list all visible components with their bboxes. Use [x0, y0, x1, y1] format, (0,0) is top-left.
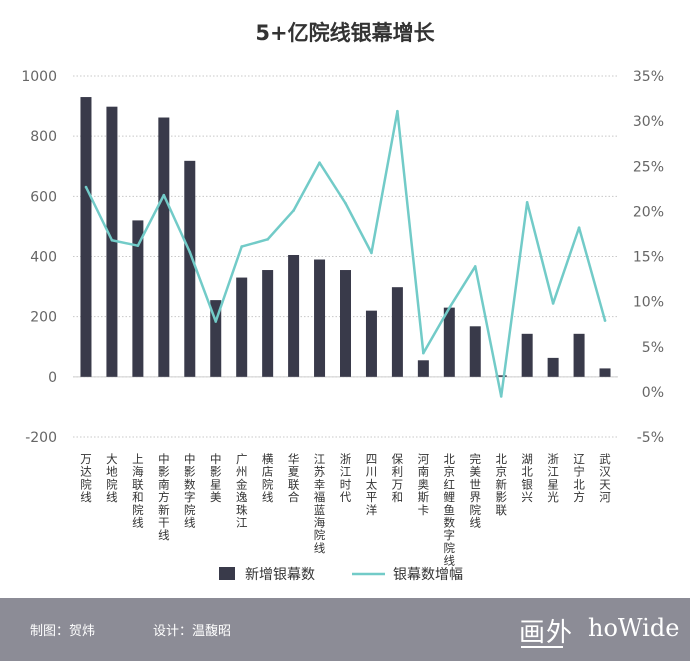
x-axis-categories: 万达院线 大地院线 上海联和院线 中影南方新干线 中影数字院线 中影星美 广州金逸珠江 横店院… [80, 452, 611, 568]
y-right-tick-label: 35% [633, 69, 664, 85]
category-label: 中影南方新干线 [158, 452, 170, 542]
bar-浙江时代 [340, 270, 351, 377]
line-point-上海联和院线 [136, 244, 140, 247]
bar-完美世界院线 [469, 326, 481, 377]
bar-保利万和 [391, 287, 403, 377]
category-label: 中影星美 [210, 452, 222, 504]
bar-上海联和院线 [132, 220, 144, 377]
category-label: 中影数字院线 [184, 452, 196, 530]
line-point-四川太平洋 [370, 251, 373, 255]
line-point-浙江时代 [344, 201, 347, 205]
y-left-tick-label: -200 [25, 430, 57, 446]
bar-浙江星光 [547, 357, 559, 377]
category-label: 辽宁北方 [573, 452, 585, 504]
category-label: 上海联和院线 [132, 452, 144, 530]
y-axis-right: -5% 0% 5% 10% 15% 20% 25% 30% 35% [633, 69, 664, 446]
category-label: 江苏幸福蓝海院线 [314, 452, 326, 555]
line-point-中影南方新干线 [162, 193, 166, 197]
line-point-北京新影联 [499, 395, 503, 398]
y-right-tick-label: 15% [633, 250, 664, 266]
legend-bar-swatch [219, 567, 235, 580]
line-point-完美世界院线 [473, 265, 477, 268]
line-point-湖北银兴 [525, 201, 529, 204]
logo-underline [521, 646, 563, 648]
line-point-河南奥斯卡 [422, 351, 425, 355]
bar-万达院线 [80, 97, 92, 377]
bar-河南奥斯卡 [417, 360, 429, 377]
line-point-武汉天河 [603, 319, 607, 322]
line-point-江苏幸福蓝海院线 [318, 161, 321, 164]
grid-lines [73, 75, 618, 438]
line-point-横店院线 [266, 238, 269, 241]
bar-江苏幸福蓝海院线 [314, 259, 326, 377]
line-point-万达院线 [84, 185, 88, 189]
bar-中影数字院线 [184, 160, 196, 377]
legend-bar-label: 新增银幕数 [245, 567, 315, 583]
legend: 新增银幕数 银幕数增幅 [219, 567, 463, 583]
category-label: 完美世界院线 [470, 452, 482, 530]
category-label: 北京红鲤鱼数字院线 [444, 452, 456, 568]
category-label: 浙江时代 [340, 452, 352, 504]
category-label: 保利万和 [392, 452, 404, 504]
y-right-tick-label: 20% [633, 204, 664, 220]
bar-辽宁北方 [573, 333, 585, 377]
y-left-tick-label: 400 [30, 250, 57, 266]
line-point-保利万和 [396, 109, 399, 113]
bar-华夏联合 [288, 254, 300, 377]
bar-四川太平洋 [365, 310, 377, 377]
line-point-大地院线 [110, 238, 114, 242]
category-label: 河南奥斯卡 [418, 452, 430, 517]
footer: 制图：贺炜 设计：温馥昭 画外 hoWide [0, 598, 690, 661]
category-label: 大地院线 [106, 452, 118, 504]
y-left-tick-label: 1000 [21, 69, 57, 85]
line-point-北京红鲤鱼数字院线 [448, 306, 451, 310]
y-right-tick-label: 0% [642, 385, 664, 401]
y-right-tick-label: 25% [633, 159, 664, 175]
bar-series [80, 97, 611, 377]
y-left-tick-label: 800 [30, 129, 57, 145]
line-point-广州金逸珠江 [240, 245, 243, 248]
y-axis-left: -200 0 200 400 600 800 1000 [21, 69, 57, 446]
logo-chinese: 画外 [519, 618, 574, 648]
bar-大地院线 [106, 106, 118, 377]
y-right-tick-label: 5% [642, 340, 664, 356]
y-left-tick-label: 600 [30, 189, 57, 205]
y-right-tick-label: -5% [637, 430, 664, 446]
line-point-中影星美 [214, 320, 218, 323]
bar-武汉天河 [599, 368, 611, 377]
category-label: 北京新影联 [495, 452, 507, 517]
category-label: 武汉天河 [599, 452, 611, 504]
category-label: 华夏联合 [288, 452, 300, 504]
y-left-tick-label: 0 [48, 370, 57, 386]
line-point-浙江星光 [551, 302, 555, 305]
line-point-辽宁北方 [577, 226, 581, 229]
y-right-tick-label: 10% [633, 295, 664, 311]
bar-中影星美 [210, 300, 222, 377]
category-label: 湖北银兴 [521, 452, 533, 504]
bar-横店院线 [262, 270, 274, 377]
category-label: 万达院线 [80, 452, 92, 504]
chart-title: 5+亿院线银幕增长 [255, 21, 435, 45]
category-label: 浙江星光 [547, 452, 559, 504]
bar-北京新影联 [495, 375, 507, 377]
category-label: 四川太平洋 [366, 452, 378, 517]
bar-北京红鲤鱼数字院线 [443, 307, 455, 377]
legend-line-label: 银幕数增幅 [393, 567, 463, 583]
bar-湖北银兴 [521, 333, 533, 377]
category-label: 广州金逸珠江 [236, 452, 248, 530]
line-series [84, 109, 607, 398]
line-point-华夏联合 [292, 209, 295, 212]
design-credit: 设计：温馥昭 [153, 624, 232, 639]
y-left-tick-label: 200 [30, 310, 57, 326]
bar-中影南方新干线 [158, 117, 170, 377]
chart: 5+亿院线银幕增长 -200 0 200 400 600 800 1000 -5% 0% 5% 1… [21, 21, 664, 583]
chart-credit: 制图：贺炜 [30, 624, 96, 639]
category-label: 横店院线 [262, 452, 274, 504]
y-right-tick-label: 30% [633, 114, 664, 130]
logo-english: hoWide [588, 614, 680, 642]
line-point-中影数字院线 [188, 250, 192, 254]
bar-广州金逸珠江 [236, 277, 248, 377]
